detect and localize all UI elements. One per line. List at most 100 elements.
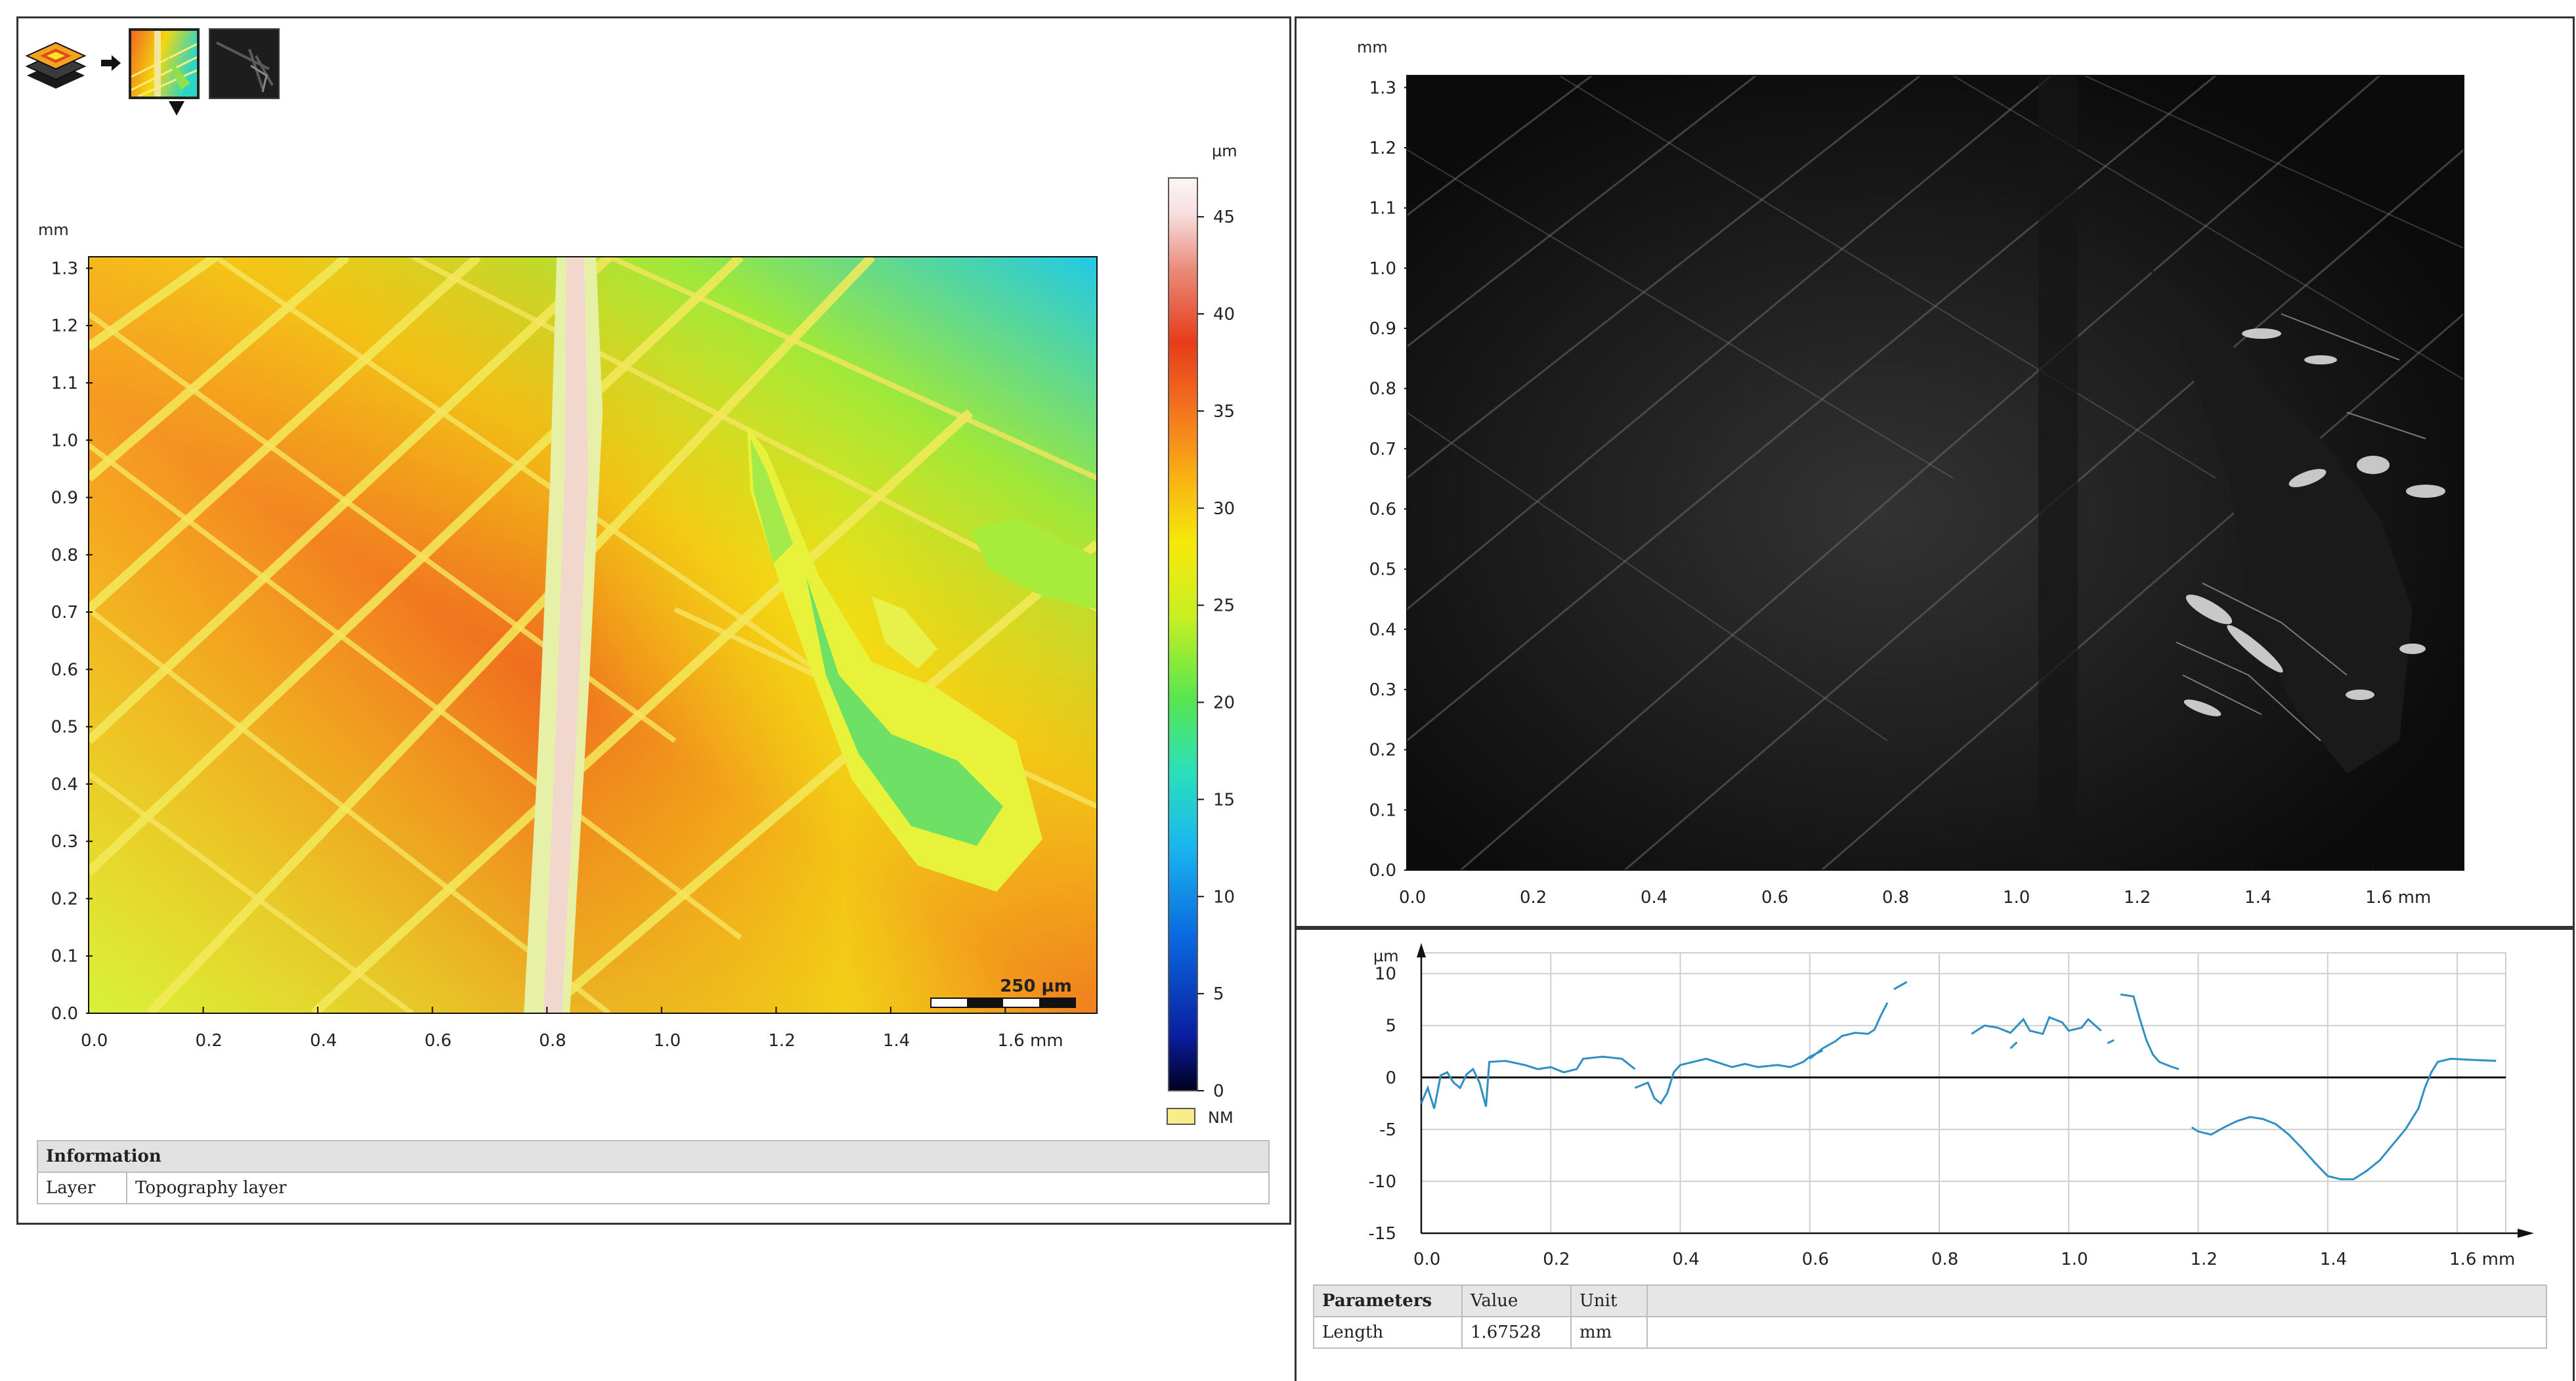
parameters-table: Parameters Value Unit Length 1.67528 mm [1313,1284,2547,1349]
topography-x-axis: 0.0 0.2 0.4 0.6 0.8 1.0 1.2 1.4 1.6 mm [81,1007,1063,1051]
topography-y-tick-label: 0.1 [51,947,78,967]
nm-swatch [1167,1108,1195,1125]
length-value: 1.67528 [1461,1316,1572,1349]
table-row: Length 1.67528 mm [1313,1316,2547,1349]
intensity-y-tick-label: 0.1 [1369,800,1396,820]
layers-icon[interactable] [22,28,94,94]
colorbar-tick-label: 25 [1213,596,1235,616]
profile-x-tick-label: 1.6 mm [2449,1250,2515,1269]
topography-y-tick-label: 0.2 [51,889,78,909]
intensity-y-tick-label: 1.2 [1369,139,1396,158]
colorbar-tick-label: 10 [1213,887,1235,907]
intensity-y-tick-label: 0.7 [1369,439,1396,459]
intensity-y-tick-label: 1.1 [1369,199,1396,219]
colorbar-tick-label: 45 [1213,208,1235,227]
topography-x-tick-label: 0.8 [539,1031,566,1051]
dropdown-indicator-icon[interactable] [167,100,186,117]
profile-line-segment [1893,980,1908,990]
topography-y-tick-label: 0.4 [51,775,78,795]
intensity-y-axis: 0.0 0.1 0.2 0.3 0.4 0.5 0.6 0.7 0.8 0.9 1.0 1.1 1.2 1… [1369,78,1411,881]
intensity-y-tick-label: 0.6 [1369,500,1396,519]
profile-x-tick-label: 1.2 [2191,1250,2218,1269]
topography-y-axis: 0.0 0.1 0.2 0.3 0.4 0.5 0.6 0.7 0.8 0.9 1.0 1.1 1.2 1… [51,259,93,1024]
topography-y-tick-label: 0.8 [51,546,78,565]
topography-y-unit: mm [38,221,69,239]
profile-y-tick-label: 0 [1385,1068,1396,1088]
profile-y-tick-label: -10 [1369,1172,1396,1192]
intensity-x-tick-label: 0.6 [1761,888,1788,908]
intensity-y-tick-label: 0.5 [1369,560,1396,580]
intensity-x-axis: 0.0 0.2 0.4 0.6 0.8 1.0 1.2 1.4 1.6 mm [1399,864,2431,908]
intensity-y-tick-label: 0.9 [1369,319,1396,339]
value-header: Value [1461,1284,1572,1317]
intensity-panel: mm 0.0 0.1 0.2 0.3 0.4 0.5 0.6 0.7 0.8 0.9 1.0 1.1 1… [1295,16,2575,928]
profile-y-tick-label: -15 [1369,1224,1396,1244]
profile-line-segment [2107,1039,2114,1044]
topography-y-tick-label: 0.6 [51,660,78,680]
intensity-x-tick-label: 1.4 [2244,888,2271,908]
colorbar-tick-label: 15 [1213,790,1235,810]
topography-x-tick-label: 0.6 [425,1031,452,1051]
colorbar-tick-label: 0 [1213,1082,1224,1101]
intensity-image [1407,76,2464,870]
topography-y-tick-label: 1.2 [51,317,78,336]
profile-x-tick-label: 1.4 [2320,1250,2347,1269]
profile-line-segment [1971,1016,2102,1036]
intensity-y-tick-label: 0.3 [1369,680,1396,700]
topography-panel: 250 µm mm 0.0 0.1 0.2 0.3 0.4 0.5 0.6 0.7 0.8 0.9… [16,16,1291,1225]
profile-line-segment [1634,1049,1824,1105]
intensity-x-tick-label: 0.2 [1520,888,1547,908]
intensity-x-tick-label: 0.0 [1399,888,1426,908]
information-header: Information [37,1140,1270,1173]
layer-value: Topography layer [126,1172,1270,1204]
profile-line-segment [2191,1057,2497,1181]
topography-x-tick-label: 0.4 [310,1031,337,1051]
profile-series [1420,980,2497,1181]
intensity-y-tick-label: 0.0 [1369,861,1396,881]
profile-line-segment [1809,1002,1889,1060]
intensity-y-unit: mm [1357,38,1388,56]
unit-header: Unit [1570,1284,1648,1317]
profile-chart: µm -15 -10 -5 0 5 10 0.0 0.2 0.4 0.6 0.8 1.0 1.2 1.4… [1369,943,2534,1269]
topography-thumbnail[interactable] [129,28,200,99]
topography-chart: 250 µm mm 0.00.10.20.30.40.50.60.70.80.9… [38,142,1237,1127]
topography-x-tick-label: 1.0 [654,1031,681,1051]
topography-x-tick-label: 1.6 mm [997,1031,1063,1051]
profile-y-axis: -15 -10 -5 0 5 10 [1369,965,1396,1244]
length-label: Length [1313,1316,1463,1349]
profile-x-tick-label: 0.4 [1673,1250,1700,1269]
intensity-y-tick-label: 0.8 [1369,380,1396,399]
profile-line-segment [1420,1055,1636,1109]
profile-y-unit: µm [1373,947,1399,965]
intensity-thumbnail[interactable] [209,28,280,99]
layer-label: Layer [37,1172,127,1204]
intensity-x-tick-label: 1.2 [2124,888,2151,908]
intensity-chart: mm 0.0 0.1 0.2 0.3 0.4 0.5 0.6 0.7 0.8 0.9 1.0 1.1 1… [1357,38,2464,908]
topography-y-tick-label: 1.0 [51,431,78,450]
profile-line-segment [2120,993,2179,1070]
scale-bar: 250 µm [930,976,1076,1008]
profile-x-tick-label: 0.8 [1931,1250,1958,1269]
nm-label: NM [1208,1108,1234,1127]
topography-y-tick-label: 0.0 [51,1004,78,1024]
intensity-y-tick-label: 1.3 [1369,78,1396,98]
topography-y-tick-label: 1.1 [51,374,78,393]
topography-y-tick-label: 0.9 [51,489,78,508]
intensity-x-tick-label: 1.6 mm [2365,888,2431,908]
profile-x-axis: 0.0 0.2 0.4 0.6 0.8 1.0 1.2 1.4 1.6 mm [1413,1250,2515,1269]
topography-x-tick-label: 1.4 [883,1031,910,1051]
colorbar: µm 0 5 10 15 20 25 30 35 40 45 NM [1167,142,1237,1127]
topography-x-tick-label: 0.0 [81,1031,108,1051]
topography-y-tick-label: 0.7 [51,603,78,623]
colorbar-tick-label: 20 [1213,693,1235,713]
colorbar-tick-label: 40 [1213,305,1235,324]
arrow-right-icon [98,50,125,76]
colorbar-tick-label: 35 [1213,402,1235,422]
intensity-x-tick-label: 0.8 [1882,888,1909,908]
intensity-x-tick-label: 1.0 [2003,888,2030,908]
topography-x-tick-label: 1.2 [768,1031,795,1051]
topography-image [89,257,1097,1013]
topography-y-tick-label: 1.3 [51,259,78,278]
colorbar-tick-label: 30 [1213,499,1235,519]
profile-line-segment [2009,1041,2018,1049]
